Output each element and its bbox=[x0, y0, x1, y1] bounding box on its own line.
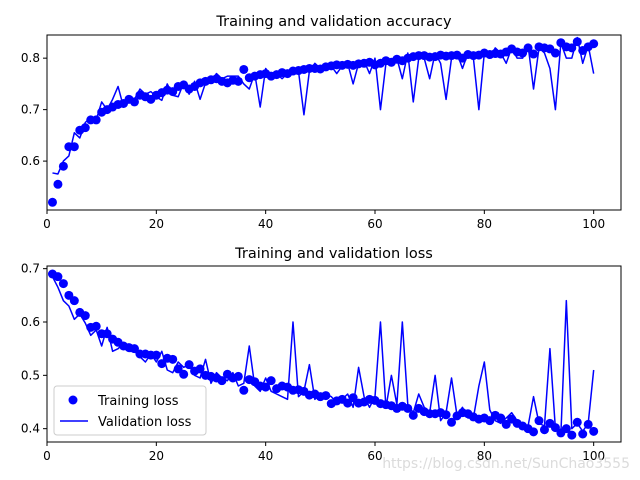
training-point bbox=[217, 376, 227, 386]
x-tick-label: 80 bbox=[477, 217, 492, 231]
training-point bbox=[69, 142, 79, 152]
accuracy-training-markers bbox=[47, 37, 599, 207]
training-point bbox=[69, 296, 79, 306]
training-point bbox=[179, 369, 189, 379]
training-point bbox=[195, 364, 205, 374]
training-point bbox=[529, 49, 539, 59]
x-tick-label: 60 bbox=[367, 217, 382, 231]
training-point bbox=[408, 410, 418, 420]
training-point bbox=[239, 385, 249, 395]
training-point bbox=[550, 48, 560, 58]
training-point bbox=[58, 161, 68, 171]
training-point bbox=[233, 371, 243, 381]
loss-legend: Training loss Validation loss bbox=[53, 385, 207, 436]
training-point bbox=[529, 427, 539, 437]
loss-plot-frame bbox=[46, 265, 622, 443]
legend-box bbox=[53, 385, 207, 436]
training-point bbox=[80, 123, 90, 133]
loss-y-ticks: 0.4 0.5 0.6 0.7 bbox=[21, 262, 47, 436]
training-point bbox=[589, 39, 599, 49]
training-point bbox=[266, 376, 276, 386]
y-tick-label: 0.4 bbox=[21, 422, 40, 436]
x-tick-label: 20 bbox=[149, 217, 164, 231]
loss-chart: Training and validation loss 0.40.50.60.… bbox=[21, 246, 622, 463]
training-point bbox=[261, 382, 271, 392]
legend-validation-label: Validation loss bbox=[98, 415, 192, 430]
x-tick-label: 0 bbox=[43, 217, 51, 231]
y-tick-label: 0.7 bbox=[21, 103, 40, 117]
x-tick-label: 100 bbox=[582, 217, 605, 231]
y-tick-label: 0.8 bbox=[21, 51, 40, 65]
y-tick-label: 0.6 bbox=[21, 154, 40, 168]
accuracy-plot-frame bbox=[46, 34, 622, 211]
training-point bbox=[53, 272, 63, 282]
accuracy-chart-title: Training and validation accuracy bbox=[215, 14, 452, 30]
training-point bbox=[447, 417, 457, 427]
training-point bbox=[58, 279, 68, 289]
training-point bbox=[151, 350, 161, 360]
training-point bbox=[572, 417, 582, 427]
training-point bbox=[129, 97, 139, 107]
training-point bbox=[539, 425, 549, 435]
loss-x-ticks: 0 20 40 60 80 100 bbox=[43, 442, 605, 463]
training-point bbox=[321, 391, 331, 401]
y-tick-label: 0.6 bbox=[21, 315, 40, 329]
training-point bbox=[239, 64, 249, 74]
training-point bbox=[567, 430, 577, 440]
training-point bbox=[567, 43, 577, 53]
x-tick-label: 40 bbox=[258, 449, 273, 463]
accuracy-y-ticks: 0.6 0.7 0.8 bbox=[21, 51, 47, 168]
training-point bbox=[589, 426, 599, 436]
training-point bbox=[91, 115, 101, 125]
training-point bbox=[233, 76, 243, 86]
legend-training-label: Training loss bbox=[97, 394, 179, 409]
training-point bbox=[578, 429, 588, 439]
loss-training-markers bbox=[47, 269, 599, 440]
training-point bbox=[184, 360, 194, 370]
x-tick-label: 0 bbox=[43, 449, 51, 463]
training-point bbox=[561, 424, 571, 434]
x-tick-label: 40 bbox=[258, 217, 273, 231]
training-point bbox=[572, 37, 582, 47]
training-point bbox=[523, 43, 533, 53]
y-tick-label: 0.5 bbox=[21, 368, 40, 382]
training-point bbox=[496, 413, 506, 423]
y-tick-label: 0.7 bbox=[21, 262, 40, 276]
training-point bbox=[441, 410, 451, 420]
training-point bbox=[53, 179, 63, 189]
x-tick-label: 20 bbox=[149, 449, 164, 463]
legend-training-marker bbox=[68, 395, 78, 405]
loss-chart-title: Training and validation loss bbox=[234, 246, 433, 262]
training-point bbox=[80, 311, 90, 321]
training-point bbox=[168, 354, 178, 364]
training-point bbox=[91, 321, 101, 331]
accuracy-chart: Training and validation accuracy 0.60.70… bbox=[21, 14, 622, 231]
training-point bbox=[583, 419, 593, 429]
x-tick-label: 80 bbox=[477, 449, 492, 463]
training-point bbox=[403, 403, 413, 413]
accuracy-x-ticks: 0 20 40 60 80 100 bbox=[43, 210, 605, 231]
training-point bbox=[47, 197, 57, 207]
x-tick-label: 60 bbox=[367, 449, 382, 463]
training-point bbox=[534, 416, 544, 426]
x-tick-label: 100 bbox=[582, 449, 605, 463]
watermark: https://blog.csdn.net/SunChao3555 bbox=[382, 456, 630, 472]
